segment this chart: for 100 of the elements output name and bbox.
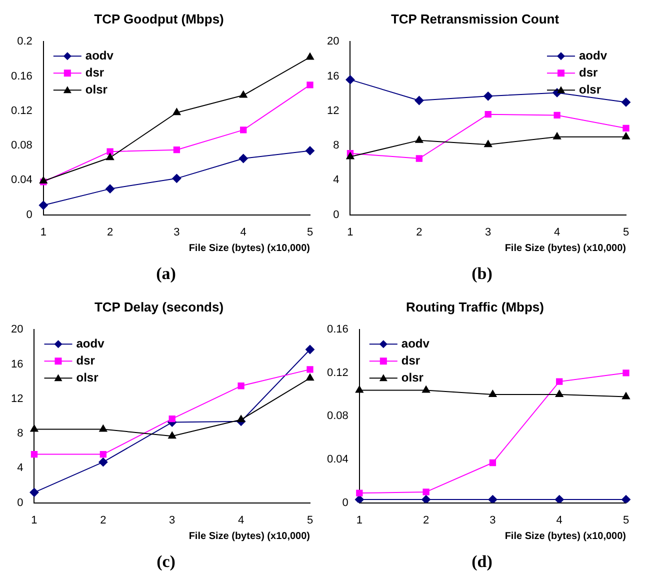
x-tick-label: 1 [40, 226, 46, 238]
point [30, 424, 38, 432]
x-tick-label: 2 [100, 514, 106, 526]
y-tick-label: 20 [326, 36, 340, 48]
point [106, 148, 114, 155]
point [489, 459, 496, 466]
x-tick-label: 4 [240, 226, 246, 238]
point [98, 458, 108, 467]
x-tick-label: 3 [485, 226, 492, 238]
point [553, 132, 562, 140]
chart-title: TCP Retransmission Count [390, 11, 560, 26]
point [484, 92, 493, 101]
point [556, 378, 563, 385]
point [484, 111, 492, 118]
point [172, 174, 182, 183]
legend-label: olsr [401, 370, 424, 384]
point [356, 490, 363, 496]
y-tick-label: 20 [10, 324, 24, 336]
point [306, 366, 314, 373]
y-tick-label: 16 [10, 358, 24, 370]
point [554, 112, 560, 119]
x-tick-label: 5 [306, 514, 314, 526]
point [415, 136, 424, 143]
y-tick-label: 0.04 [326, 454, 348, 466]
point [168, 415, 176, 422]
point [306, 146, 314, 156]
x-tick-label: 3 [490, 514, 496, 526]
point [622, 124, 630, 132]
point [554, 495, 564, 503]
x-tick-label: 4 [556, 514, 562, 526]
y-tick-label: 4 [333, 174, 340, 186]
y-tick-label: 0.04 [10, 174, 32, 186]
text: (b) [470, 264, 494, 284]
point [622, 370, 630, 376]
x-tick-label: 5 [306, 226, 314, 238]
point [306, 52, 314, 60]
point [306, 374, 314, 381]
point [622, 98, 630, 107]
point [172, 108, 181, 116]
legend-label: aodv [76, 336, 105, 350]
point [99, 424, 108, 432]
legend-label: dsr [85, 65, 104, 80]
x-tick-label: 2 [106, 226, 114, 238]
point [106, 184, 115, 194]
point [484, 140, 492, 148]
y-tick-label: 0 [26, 208, 32, 221]
chart-title: Routing Traffic (Mbps) [406, 299, 544, 314]
y-tick-label: 0.2 [17, 36, 32, 48]
x-tick-label: 2 [416, 226, 422, 238]
point [622, 495, 630, 503]
chart-title: TCP Goodput (Mbps) [94, 11, 224, 26]
point [422, 495, 431, 503]
x-tick-label: 4 [238, 514, 244, 526]
y-tick-label: 8 [333, 140, 340, 152]
legend-label: aodv [579, 48, 608, 62]
point [622, 132, 630, 140]
point [239, 90, 248, 98]
point [354, 495, 364, 503]
y-tick-label: 0.08 [326, 410, 348, 422]
x-tick-label: 5 [622, 226, 630, 238]
legend-label: olsr [85, 82, 108, 96]
point [306, 345, 314, 354]
x-axis-title: File Size (bytes) (x10,000) [504, 242, 626, 254]
y-tick-label: 0 [333, 208, 340, 221]
point [100, 450, 107, 458]
y-tick-label: 0.16 [10, 70, 32, 82]
legend-label: dsr [76, 353, 96, 368]
point [106, 153, 114, 160]
point [488, 390, 497, 398]
y-tick-label: 0.12 [326, 366, 348, 379]
point [30, 450, 38, 458]
point [238, 382, 244, 390]
point [238, 154, 248, 164]
point [346, 152, 354, 160]
point [355, 386, 364, 393]
y-tick-label: 4 [17, 462, 24, 474]
y-tick-label: 0 [342, 496, 348, 509]
x-tick-label: 1 [356, 514, 362, 526]
legend-label: olsr [579, 82, 602, 96]
point [237, 415, 246, 422]
y-tick-label: 0.08 [10, 140, 32, 152]
text: (a) [155, 264, 177, 284]
point [488, 495, 498, 503]
legend-label: olsr [76, 370, 99, 384]
x-tick-label: 1 [347, 226, 354, 238]
y-tick-label: 16 [326, 70, 340, 82]
point [306, 82, 314, 88]
x-axis-title: File Size (bytes) (x10,000) [504, 530, 626, 542]
y-tick-label: 8 [17, 428, 24, 440]
point [414, 96, 424, 105]
point [422, 488, 430, 496]
y-tick-label: 12 [10, 392, 24, 405]
point [555, 390, 564, 398]
legend-label: aodv [85, 48, 114, 62]
x-tick-label: 4 [554, 226, 560, 238]
y-tick-label: 0.12 [10, 104, 32, 117]
legend-label: dsr [579, 65, 598, 80]
point [622, 392, 630, 400]
point [346, 75, 355, 84]
x-tick-label: 2 [422, 514, 430, 526]
